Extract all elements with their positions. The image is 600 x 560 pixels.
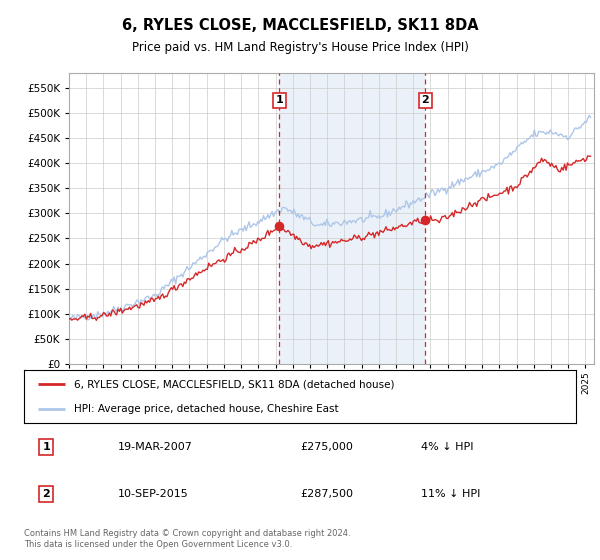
Text: Price paid vs. HM Land Registry's House Price Index (HPI): Price paid vs. HM Land Registry's House …: [131, 41, 469, 54]
Text: 2: 2: [42, 489, 50, 499]
Point: [421, 215, 430, 224]
Text: £287,500: £287,500: [300, 489, 353, 499]
Text: 2: 2: [422, 95, 430, 105]
Text: 4% ↓ HPI: 4% ↓ HPI: [421, 442, 474, 452]
Text: 6, RYLES CLOSE, MACCLESFIELD, SK11 8DA: 6, RYLES CLOSE, MACCLESFIELD, SK11 8DA: [122, 18, 478, 32]
Text: 6, RYLES CLOSE, MACCLESFIELD, SK11 8DA (detached house): 6, RYLES CLOSE, MACCLESFIELD, SK11 8DA (…: [74, 380, 394, 390]
Point: [274, 221, 284, 230]
Text: 10-SEP-2015: 10-SEP-2015: [118, 489, 188, 499]
Text: HPI: Average price, detached house, Cheshire East: HPI: Average price, detached house, Ches…: [74, 404, 338, 414]
Text: 1: 1: [275, 95, 283, 105]
Text: Contains HM Land Registry data © Crown copyright and database right 2024.
This d: Contains HM Land Registry data © Crown c…: [24, 529, 350, 549]
Text: 1: 1: [42, 442, 50, 452]
Text: 11% ↓ HPI: 11% ↓ HPI: [421, 489, 481, 499]
Bar: [279, 73, 425, 364]
Text: 19-MAR-2007: 19-MAR-2007: [118, 442, 193, 452]
Text: £275,000: £275,000: [300, 442, 353, 452]
